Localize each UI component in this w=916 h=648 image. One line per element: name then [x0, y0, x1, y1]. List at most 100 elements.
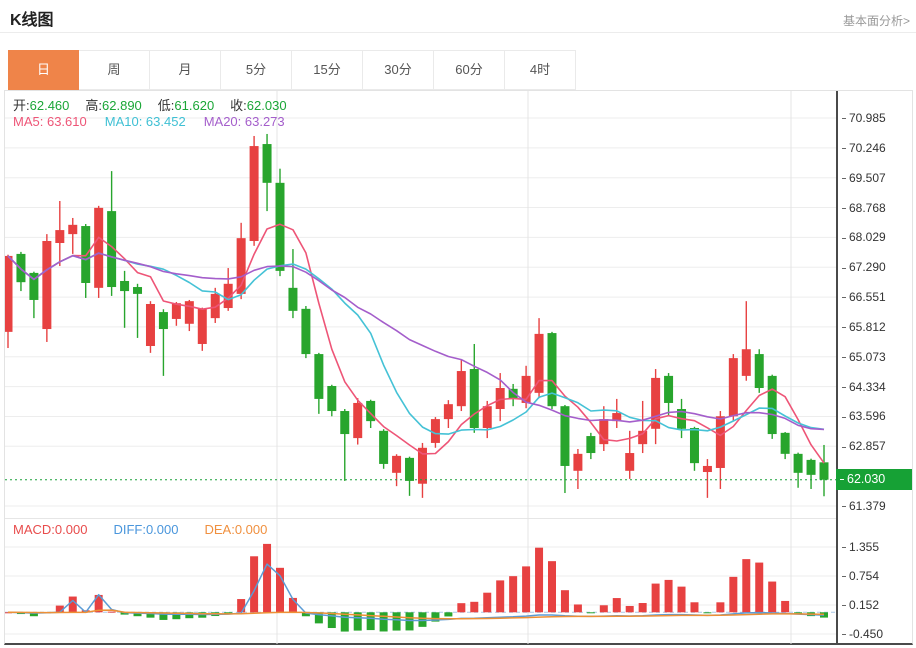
candle: [340, 409, 350, 481]
tab-15min[interactable]: 15分: [292, 50, 363, 90]
ohlc-item: 低:61.620: [157, 98, 215, 113]
candle: [573, 448, 583, 489]
candle: [741, 301, 751, 381]
page-title: K线图: [10, 12, 54, 29]
ma-readout: MA5: 63.610 MA10: 63.452 MA20: 63.273: [13, 114, 285, 129]
candle: [68, 217, 78, 254]
candle: [133, 283, 143, 338]
macd-histogram: [5, 543, 828, 632]
candle: [482, 400, 492, 439]
fundamental-analysis-link[interactable]: 基本面分析>: [842, 14, 910, 28]
tab-30min[interactable]: 30分: [363, 50, 434, 90]
ohlc-item: 收:62.030: [230, 98, 287, 113]
candle: [612, 398, 622, 428]
macd-axis-tick: -0.450: [842, 626, 883, 642]
ma20-line: [7, 252, 825, 431]
candle: [42, 234, 52, 342]
candle: [728, 354, 738, 422]
tab-month[interactable]: 月: [150, 50, 221, 90]
price-axis-tick: 61.379: [842, 498, 886, 514]
macd-axis-tick: 0.754: [842, 568, 879, 584]
candle: [288, 249, 298, 319]
candle: [417, 442, 427, 498]
price-axis-tick: 70.985: [842, 110, 886, 126]
macd-chart[interactable]: [5, 518, 838, 644]
ohlc-item: 开:62.460: [13, 98, 70, 113]
price-axis-labels: 70.985 70.246 69.507 68.768 68.029 67.290 66.5…: [838, 91, 912, 643]
candle: [184, 299, 194, 332]
ohlc-readout: 开:62.460 高:62.890 低:61.620 收:62.030: [13, 95, 287, 114]
candle: [534, 318, 544, 399]
candle: [443, 400, 453, 428]
candle: [275, 168, 285, 277]
candle: [495, 373, 505, 422]
candle: [780, 432, 790, 460]
panel-divider: [5, 518, 838, 519]
macd-axis-tick: 1.355: [842, 539, 879, 555]
price-axis-tick: 66.551: [842, 289, 886, 305]
ma10-line: [7, 252, 825, 435]
candle: [689, 426, 699, 471]
candle: [599, 406, 609, 452]
candle: [120, 270, 130, 328]
candle: [107, 171, 117, 296]
candle: [327, 384, 337, 417]
price-axis-tick: 65.073: [842, 349, 886, 365]
price-axis-tick: 65.812: [842, 319, 886, 335]
macd-item: DIFF:0.000: [113, 522, 179, 537]
candle: [508, 383, 518, 407]
candle: [301, 306, 311, 359]
price-axis-tick: 69.507: [842, 170, 886, 186]
candle: [392, 454, 402, 487]
tab-day[interactable]: 日: [8, 50, 79, 90]
price-axis-tick: 67.290: [842, 259, 886, 275]
candle: [55, 201, 65, 267]
ma5-line: [7, 223, 825, 464]
candle: [430, 417, 440, 448]
ohlc-item: 高:62.890: [85, 98, 142, 113]
candle: [353, 398, 363, 445]
candle: [145, 301, 155, 353]
candle: [94, 205, 104, 298]
tab-60min[interactable]: 60分: [434, 50, 505, 90]
candle: [236, 222, 246, 300]
tab-4hour[interactable]: 4时: [505, 50, 576, 90]
candle: [702, 459, 712, 498]
candle: [158, 309, 168, 376]
candle: [651, 369, 661, 445]
candle: [521, 365, 531, 409]
candle: [664, 373, 674, 417]
current-price-badge: 62.030: [836, 468, 912, 490]
price-axis-line: [836, 91, 838, 643]
candle: [223, 268, 233, 311]
candle: [81, 224, 91, 298]
ma-item: MA20: 63.273: [203, 114, 285, 129]
candle: [197, 307, 207, 351]
dea-line: [7, 609, 825, 620]
price-axis-tick: 68.029: [842, 229, 886, 245]
ma-item: MA5: 63.610: [13, 114, 87, 129]
period-tab-bar: 日周月 5分 15分 30分 60分 4时: [8, 50, 576, 90]
tab-week[interactable]: 周: [79, 50, 150, 90]
candle: [314, 352, 324, 414]
price-axis-tick: 68.768: [842, 200, 886, 216]
candle: [793, 452, 803, 488]
candle: [547, 331, 557, 410]
candlestick-chart[interactable]: [5, 91, 838, 518]
candle: [405, 456, 415, 496]
candle: [767, 374, 777, 439]
candlesticks: [5, 133, 829, 498]
candle: [560, 404, 570, 494]
sub-gridlines: [5, 518, 838, 644]
candle: [715, 411, 725, 489]
price-axis-tick: 70.246: [842, 140, 886, 156]
tab-5min[interactable]: 5分: [221, 50, 292, 90]
candle: [379, 429, 389, 469]
header-divider: [0, 32, 916, 33]
candle: [5, 254, 13, 349]
ma-item: MA10: 63.452: [104, 114, 186, 129]
candle: [806, 458, 816, 489]
candle: [249, 135, 259, 246]
candle: [754, 349, 764, 393]
macd-axis-tick: 0.152: [842, 597, 879, 613]
